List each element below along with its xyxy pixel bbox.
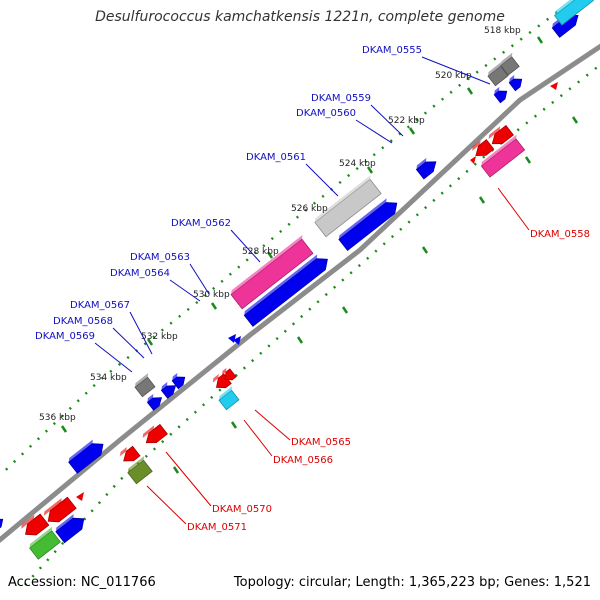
cds-feature xyxy=(243,254,328,327)
major-tick xyxy=(230,421,238,429)
red-marker xyxy=(76,492,84,501)
gene-label-forward: DKAM_0560 xyxy=(296,108,356,119)
gene-label-forward: DKAM_0568 xyxy=(53,316,113,327)
green-feature xyxy=(29,526,61,560)
olive-feature xyxy=(127,456,153,485)
topology-text: Topology: circular; Length: 1,365,223 bp… xyxy=(233,575,591,590)
cyan-feature xyxy=(218,386,240,411)
gene-leader-line xyxy=(230,229,261,263)
kbp-label: 536 kbp xyxy=(39,413,76,423)
gene-label-forward: DKAM_0567 xyxy=(70,300,130,311)
cds-marker xyxy=(228,334,236,343)
major-tick xyxy=(466,87,474,95)
gene-label-reverse: DKAM_0570 xyxy=(212,504,272,515)
magenta-feature xyxy=(480,134,526,178)
red-feature xyxy=(43,496,77,523)
kbp-label: 532 kbp xyxy=(141,332,178,342)
gene-leader-line xyxy=(165,451,212,507)
major-tick xyxy=(366,166,374,174)
major-tick xyxy=(408,127,416,135)
kbp-label: 524 kbp xyxy=(339,159,376,169)
gene-label-forward: DKAM_0559 xyxy=(311,93,371,104)
red-feature xyxy=(221,367,237,381)
cds-feature xyxy=(146,393,163,411)
gene-leader-line xyxy=(94,342,133,373)
accession-text: Accession: NC_011766 xyxy=(8,575,156,590)
cds-feature xyxy=(68,439,104,474)
gray-feature xyxy=(487,62,509,87)
red-feature xyxy=(472,139,495,156)
gene-leader-line xyxy=(355,119,393,144)
kbp-label: 530 kbp xyxy=(193,290,230,300)
major-tick xyxy=(341,306,349,314)
cds-marker xyxy=(233,336,241,345)
gene-label-forward: DKAM_0555 xyxy=(362,45,422,56)
gene-leader-line xyxy=(189,263,210,295)
major-tick xyxy=(210,302,218,310)
major-tick xyxy=(478,196,486,204)
cds-feature xyxy=(338,198,398,252)
red-feature xyxy=(142,423,168,444)
kbp-label: 518 kbp xyxy=(484,26,521,36)
major-tick xyxy=(60,425,68,433)
gene-label-forward: DKAM_0564 xyxy=(110,268,170,279)
red-feature xyxy=(120,445,141,462)
cds-feature xyxy=(171,372,186,390)
gene-leader-line xyxy=(370,104,404,137)
gene-leader-line xyxy=(243,419,273,457)
red-marker xyxy=(550,82,558,90)
cyan-feature xyxy=(553,0,595,26)
cds-feature xyxy=(415,157,437,180)
kbp-label: 526 kbp xyxy=(291,204,328,214)
magenta-feature xyxy=(230,234,314,310)
red-marker xyxy=(470,156,476,164)
major-tick xyxy=(296,336,304,344)
gene-leader-line xyxy=(146,485,187,525)
major-tick xyxy=(172,466,180,474)
gene-label-forward: DKAM_0563 xyxy=(130,252,190,263)
gray-feature xyxy=(500,52,520,76)
red-feature xyxy=(21,513,50,536)
map-title: Desulfurococcus kamchatkensis 1221n, com… xyxy=(95,9,505,25)
kbp-label: 520 kbp xyxy=(435,71,472,81)
gene-label-reverse: DKAM_0565 xyxy=(291,437,351,448)
genome-backbone xyxy=(0,43,600,543)
major-tick xyxy=(536,36,544,44)
tick-ring xyxy=(0,9,561,478)
gray-feature xyxy=(134,373,156,398)
red-feature xyxy=(488,124,514,145)
kbp-label: 528 kbp xyxy=(242,247,279,257)
gene-leader-line xyxy=(421,56,491,85)
gene-label-reverse: DKAM_0558 xyxy=(530,229,590,240)
gene-label-reverse: DKAM_0566 xyxy=(273,455,333,466)
major-tick xyxy=(524,156,532,164)
gene-leader-line xyxy=(129,311,153,355)
gene-leader-line xyxy=(169,279,201,302)
cds-feature xyxy=(508,74,523,92)
cds-feature xyxy=(0,518,4,532)
major-tick xyxy=(421,246,429,254)
cds-feature xyxy=(55,513,85,544)
gene-leader-line xyxy=(112,327,145,359)
red-feature xyxy=(212,373,232,389)
gene-label-reverse: DKAM_0571 xyxy=(187,522,247,533)
major-tick xyxy=(266,251,274,259)
cds-feature xyxy=(160,381,177,399)
major-tick xyxy=(571,116,579,124)
kbp-label: 522 kbp xyxy=(388,116,425,126)
gene-label-forward: DKAM_0561 xyxy=(246,152,306,163)
gene-label-forward: DKAM_0562 xyxy=(171,218,231,229)
gray-feature xyxy=(314,175,382,238)
gene-leader-line xyxy=(254,409,291,441)
major-tick xyxy=(146,338,154,346)
kbp-label: 534 kbp xyxy=(90,373,127,383)
gene-label-forward: DKAM_0569 xyxy=(35,331,95,342)
gene-leader-line xyxy=(305,163,339,197)
gene-leader-line xyxy=(497,187,530,231)
cds-feature xyxy=(493,86,508,104)
